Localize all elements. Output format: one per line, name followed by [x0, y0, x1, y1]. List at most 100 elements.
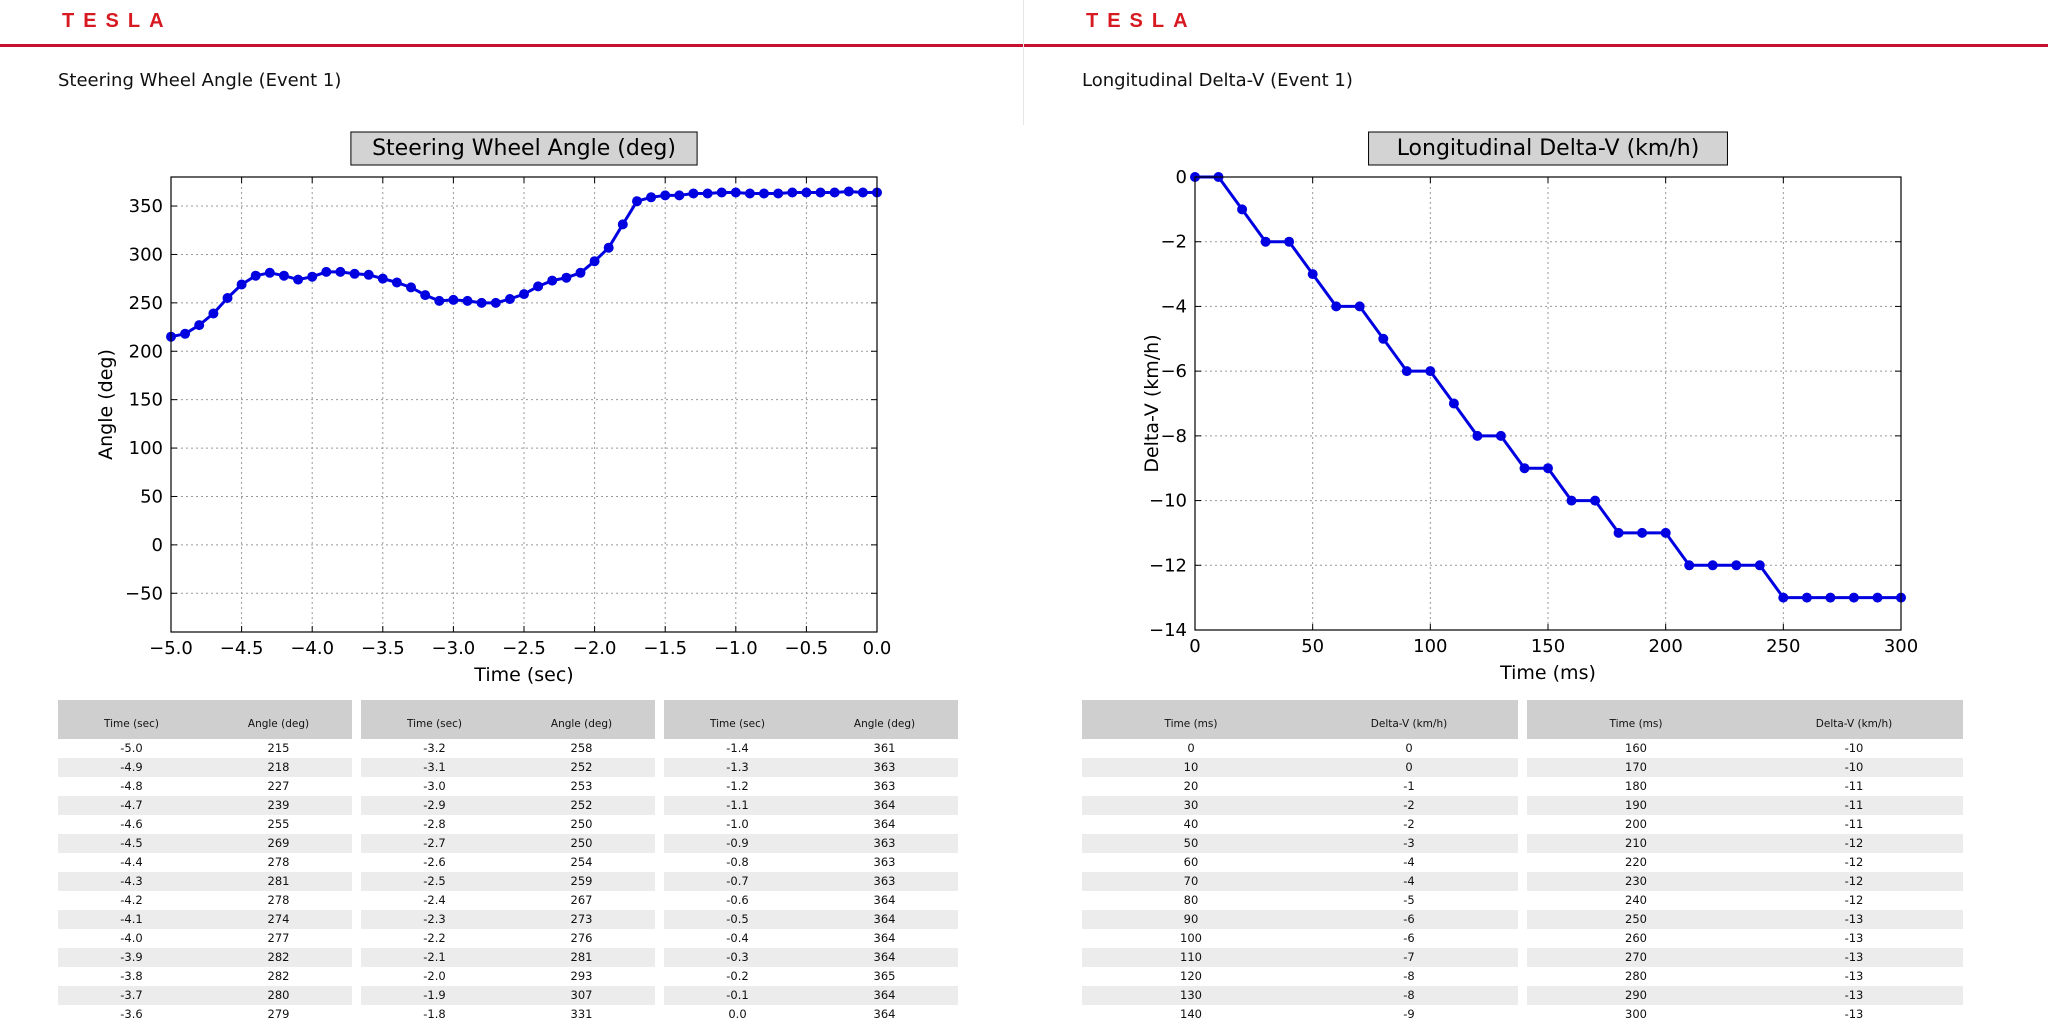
table-cell: 364 [873, 1007, 896, 1021]
table-row: -2.6 254 [361, 853, 655, 872]
table-cell: -8 [1300, 986, 1518, 1005]
table-row: 0.0 364 [664, 1005, 958, 1024]
table-row: -1.3 363 [664, 758, 958, 777]
table-cell: -13 [1844, 931, 1864, 945]
data-point [702, 188, 713, 199]
report-page-deltav: TESLA Longitudinal Delta-V (Event 1) Lon… [1024, 0, 2048, 1024]
table-row: -4.8 227 [58, 777, 352, 796]
table-cell: 130 [1082, 986, 1300, 1005]
data-point [1260, 236, 1271, 247]
data-point [1801, 592, 1812, 603]
table-row: -4.9 218 [58, 758, 352, 777]
table-cell: -4 [1403, 855, 1415, 869]
table-cell: -2 [1403, 817, 1415, 831]
column-header: Delta-V (km/h) [1300, 700, 1518, 739]
table-row: 30 -2 [1082, 796, 1518, 815]
x-tick-label: 0.0 [863, 638, 892, 659]
y-tick-label: −50 [125, 583, 163, 604]
data-point [264, 267, 275, 278]
data-point [787, 187, 798, 198]
table-cell: -4 [1300, 872, 1518, 891]
data-point [1778, 592, 1789, 603]
table-cell: 258 [570, 741, 593, 755]
column-header: Angle (deg) [205, 700, 352, 739]
data-point [1448, 398, 1459, 409]
data-point [1401, 366, 1412, 377]
table-cell: -3.2 [423, 741, 446, 755]
y-tick-label: −8 [1160, 426, 1187, 447]
table-cell: 307 [508, 986, 655, 1005]
table-cell: 269 [205, 834, 352, 853]
table-row: -2.9 252 [361, 796, 655, 815]
x-tick-label: −5.0 [149, 638, 193, 659]
x-tick-label: −4.5 [220, 638, 264, 659]
section-title: Steering Wheel Angle (Event 1) [58, 70, 342, 91]
table-row: -1.4 361 [664, 739, 958, 758]
data-point [250, 270, 261, 281]
table-cell: 267 [570, 893, 593, 907]
table-header-row: Time (sec) Angle (deg) [361, 700, 655, 739]
table-row: -4.5 269 [58, 834, 352, 853]
table-row: -3.2 258 [361, 739, 655, 758]
table-cell: -1.2 [726, 779, 749, 793]
table-cell: -4.1 [58, 910, 205, 929]
table-row: -0.2 365 [664, 967, 958, 986]
table-cell: 293 [570, 969, 593, 983]
data-table: Time (ms) Delta-V (km/h) 160 -10 170 -10 180 -1… [1527, 700, 1963, 1024]
table-cell: 282 [267, 969, 290, 983]
y-axis-label: Delta-V (km/h) [1141, 334, 1163, 472]
table-cell: -13 [1745, 986, 1963, 1005]
table-cell: -4.6 [120, 817, 143, 831]
table-cell: 190 [1527, 796, 1745, 815]
table-cell: -3.0 [423, 779, 446, 793]
table-cell: 365 [873, 969, 896, 983]
table-row: -5.0 215 [58, 739, 352, 758]
column-header: Time (sec) [361, 700, 508, 739]
table-row: 180 -11 [1527, 777, 1963, 796]
data-point [1307, 269, 1318, 280]
data-point [1731, 560, 1742, 571]
data-table: Time (sec) Angle (deg) -5.0 215 -4.9 218 -4.8 2… [58, 700, 352, 1024]
table-cell: 90 [1082, 910, 1300, 929]
y-tick-label: −6 [1160, 361, 1187, 382]
table-row: -1.8 331 [361, 1005, 655, 1024]
y-tick-label: −12 [1149, 555, 1187, 576]
data-point [674, 190, 685, 201]
table-cell: 252 [508, 796, 655, 815]
data-point [1331, 301, 1342, 312]
data-point [377, 273, 388, 284]
table-cell: -4.7 [58, 796, 205, 815]
table-row: -4.6 255 [58, 815, 352, 834]
chart-title: Steering Wheel Angle (deg) [372, 136, 676, 161]
data-point [773, 188, 784, 199]
y-tick-label: 350 [129, 196, 163, 217]
data-point [632, 196, 642, 207]
table-cell: 281 [205, 872, 352, 891]
y-tick-label: −4 [1160, 296, 1187, 317]
x-tick-label: 250 [1766, 636, 1800, 657]
table-cell: -1.8 [423, 1007, 446, 1021]
table-cell: -11 [1745, 796, 1963, 815]
table-cell: -1.3 [664, 758, 811, 777]
table-cell: -1.1 [664, 796, 811, 815]
data-point [462, 295, 473, 306]
data-point [1284, 236, 1295, 247]
table-cell: -6 [1403, 931, 1415, 945]
table-cell: 278 [267, 855, 290, 869]
table-cell: 274 [205, 910, 352, 929]
column-header: Time (sec) [664, 700, 811, 739]
data-point [1472, 430, 1483, 441]
data-point [1825, 592, 1836, 603]
table-cell: 0 [1187, 741, 1195, 755]
table-cell: -13 [1844, 969, 1864, 983]
x-tick-label: 50 [1301, 636, 1324, 657]
table-cell: -3 [1300, 834, 1518, 853]
data-point [321, 266, 332, 277]
table-row: -3.8 282 [58, 967, 352, 986]
table-cell: -6 [1300, 910, 1518, 929]
y-tick-label: −14 [1149, 620, 1187, 641]
data-point [617, 219, 628, 230]
table-row: -4.3 281 [58, 872, 352, 891]
table-cell: 10 [1082, 758, 1300, 777]
table-header-row: Time (sec) Angle (deg) [664, 700, 958, 739]
